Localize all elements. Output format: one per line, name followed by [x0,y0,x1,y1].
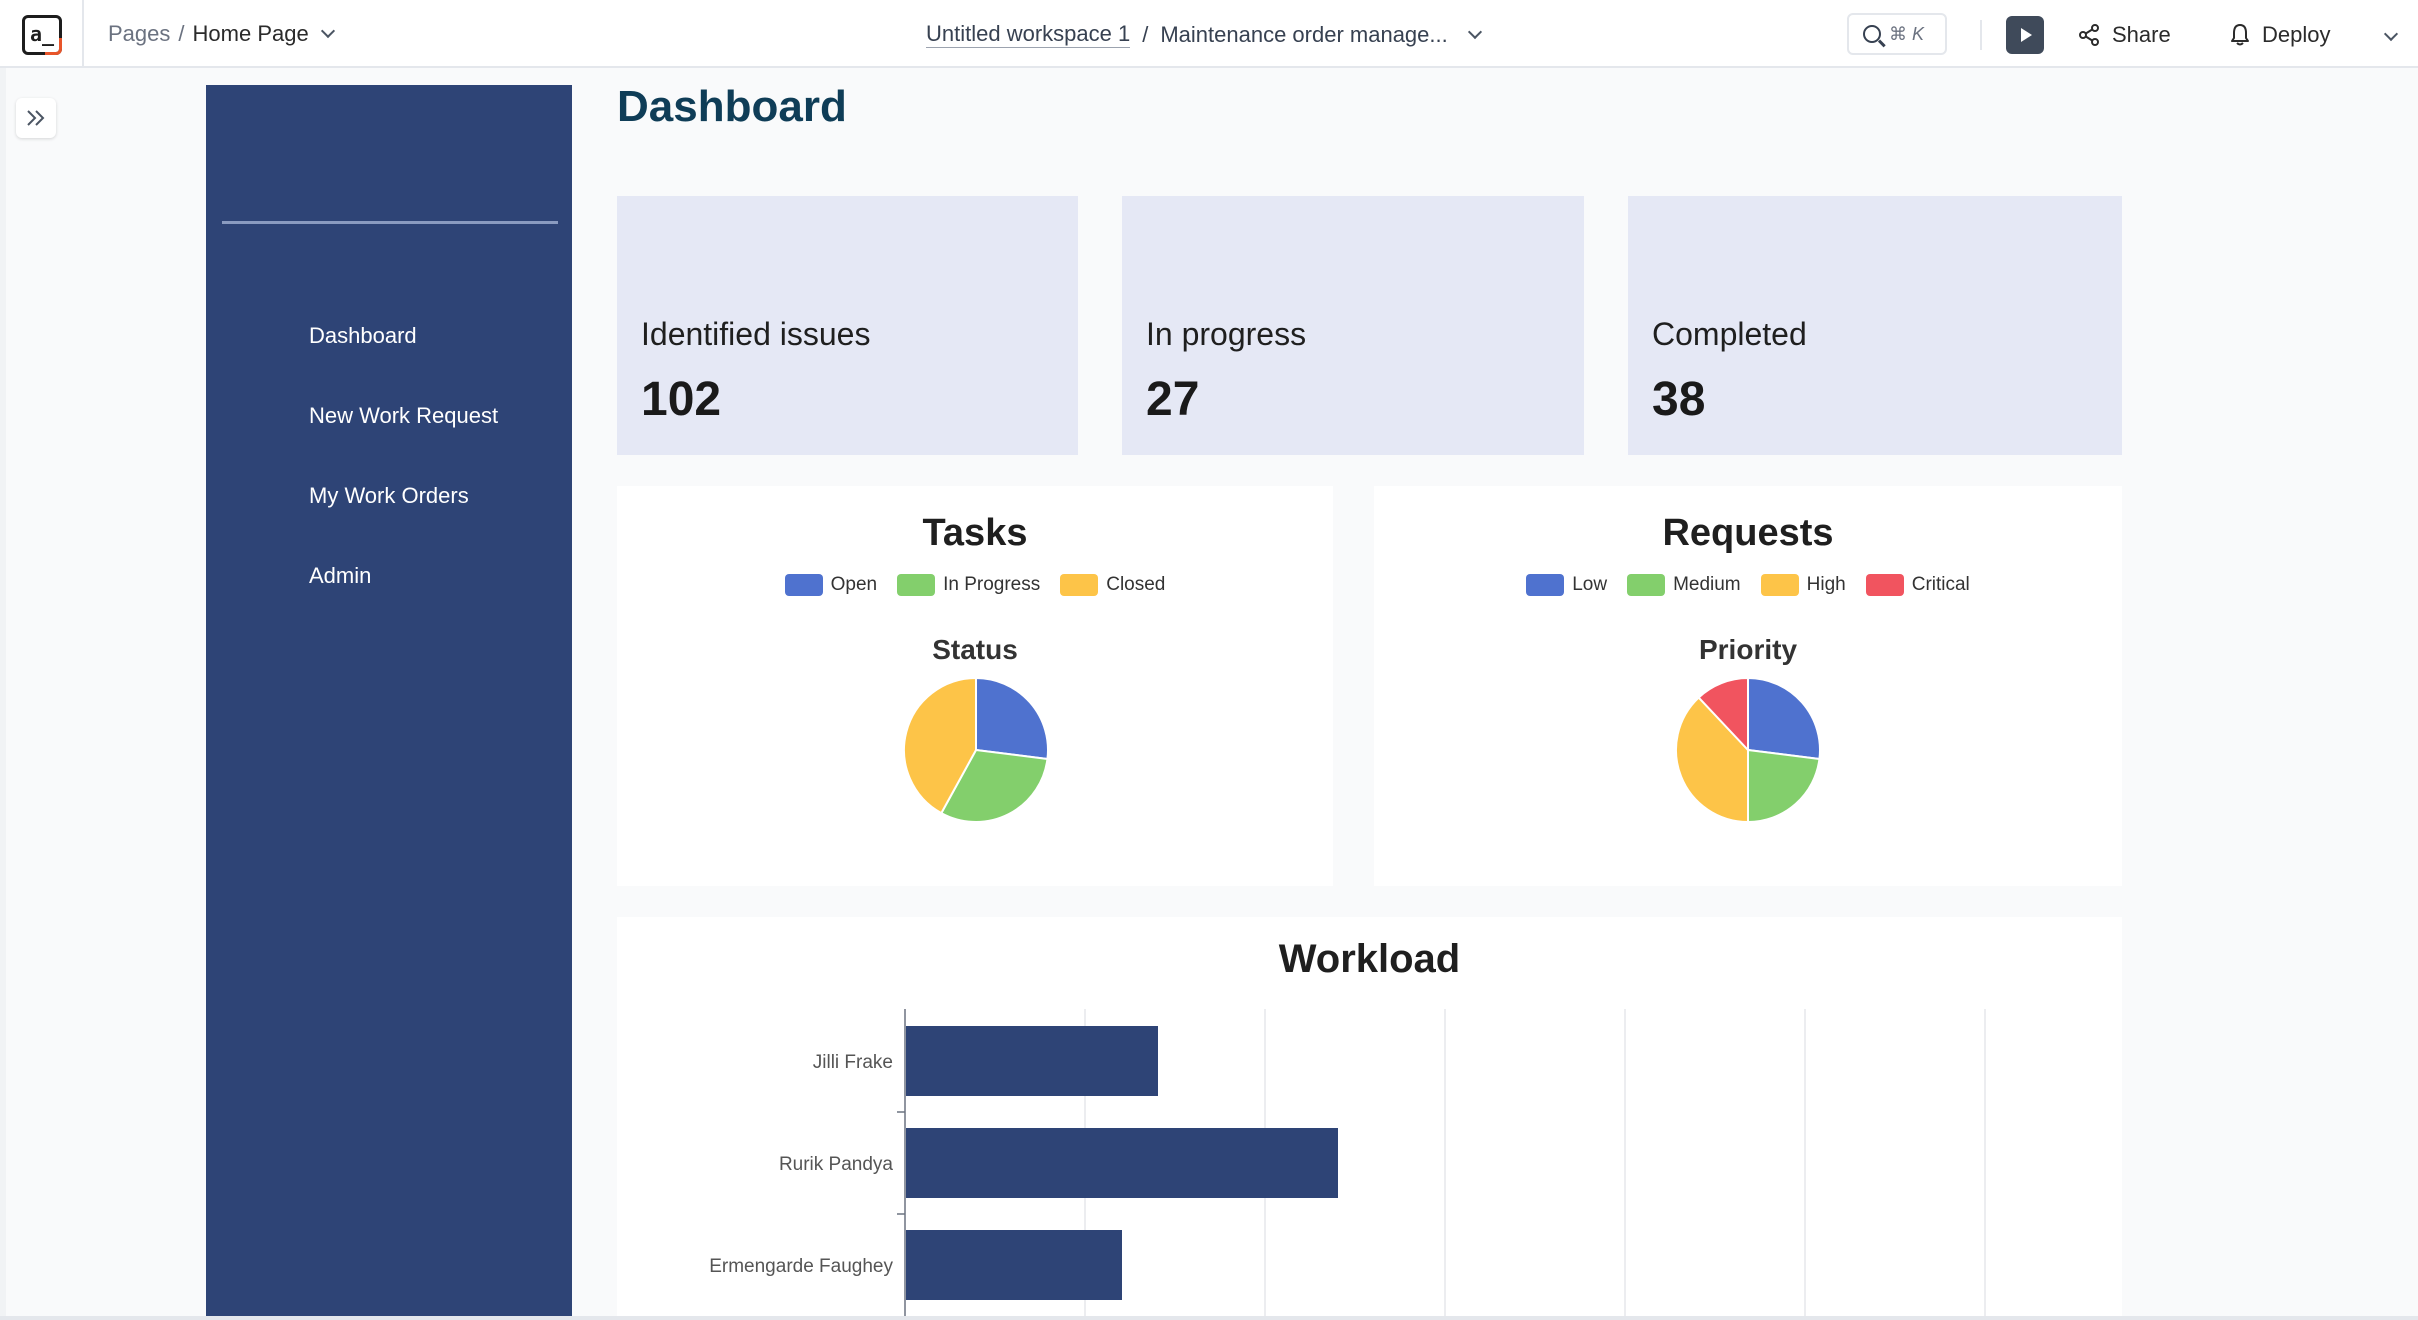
top-bar: a_ Pages / Home Page Untitled workspace … [0,0,2418,68]
app-name[interactable]: Maintenance order manage... [1160,21,1448,47]
path-separator: / [1142,21,1149,47]
preview-play-button[interactable] [2006,16,2044,54]
workspace-path: Untitled workspace 1 / Maintenance order… [926,21,1482,48]
breadcrumb-current-page[interactable]: Home Page [192,21,309,46]
legend-swatch [1526,574,1565,596]
workload-chart-panel: Workload Jilli Frake Rurik Pandya Ermengar… [617,917,2122,1320]
legend-item-low[interactable]: Low [1526,574,1607,596]
panel-title: Requests [1662,512,1834,554]
stat-card-in-progress: In progress 27 [1122,196,1584,455]
chevron-down-icon [2383,26,2399,42]
deploy-button[interactable]: Deploy [2230,18,2330,52]
chart-legend: Low Medium High Critical [1374,574,2122,596]
expand-sidebar-button[interactable] [16,98,56,138]
stat-value: 38 [1652,373,1706,426]
requests-chart-panel: Requests Low Medium High Critical Priori… [1374,486,2122,886]
pie-slice-closed[interactable] [903,676,977,815]
legend-label: Critical [1911,574,1970,595]
stat-card-identified-issues: Identified issues 102 [617,196,1078,455]
share-icon [2079,24,2099,46]
legend-item-medium[interactable]: Medium [1627,574,1741,596]
divider [82,0,84,68]
stat-label: Identified issues [641,316,871,352]
sidebar-item-new-work-request[interactable]: New Work Request [309,403,499,428]
sidebar-item-dashboard[interactable]: Dashboard [309,323,417,348]
y-tick-label: Rurik Pandya [779,1154,893,1175]
legend-label: In Progress [943,574,1041,595]
y-tick-label: Ermengarde Faughey [709,1256,893,1277]
legend-item-open[interactable]: Open [784,574,878,596]
sidebar: Dashboard New Work Request My Work Order… [206,85,572,1320]
legend-swatch [784,574,823,596]
window-bottom-edge [0,1316,2418,1320]
chart-legend: Open In Progress Closed [617,574,1333,596]
y-tick-label: Jilli Frake [813,1052,893,1073]
bar-ermengarde-faughey[interactable] [906,1230,1122,1300]
priority-pie-chart [1675,676,1821,824]
legend-item-closed[interactable]: Closed [1060,574,1165,596]
divider [1980,20,1982,50]
deploy-options-button[interactable] [2380,26,2399,44]
sidebar-item-admin[interactable]: Admin [309,563,372,588]
legend-swatch [1865,574,1904,596]
legend-item-in-progress[interactable]: In Progress [897,574,1040,596]
search-shortcut: ⌘ K [1889,23,1925,44]
chevron-down-icon[interactable] [1467,24,1482,39]
pie-title: Status [932,634,1018,665]
legend-label: Open [830,574,878,595]
app-logo[interactable]: a_ [22,15,62,55]
chart-title: Workload [1278,937,1461,981]
legend-swatch [1060,574,1099,596]
double-chevron-right-icon [27,110,45,126]
deploy-label: Deploy [2262,22,2331,47]
bar-rurik-pandya[interactable] [906,1128,1338,1198]
share-button[interactable]: Share [2078,18,2171,52]
pie-slice-open[interactable] [975,676,1049,761]
legend-swatch [1627,574,1666,596]
pie-slice-medium[interactable] [1747,748,1821,824]
legend-swatch [897,574,936,596]
pie-slice-in-progress[interactable] [939,748,1049,823]
legend-label: Low [1572,574,1608,595]
share-label: Share [2112,22,2171,47]
legend-item-critical[interactable]: Critical [1865,574,1970,596]
pie-slice-critical[interactable] [1697,676,1749,753]
search-button[interactable]: ⌘ K [1847,13,1947,55]
legend-item-high[interactable]: High [1760,574,1846,596]
left-rail [0,68,6,1320]
legend-label: Medium [1673,574,1741,595]
sidebar-divider [222,221,558,224]
stat-value: 102 [641,373,722,426]
panel-title: Tasks [922,512,1028,554]
bell-icon [2231,24,2249,46]
sidebar-item-my-work-orders[interactable]: My Work Orders [309,483,469,508]
workspace-link[interactable]: Untitled workspace 1 [926,21,1131,48]
tasks-chart-panel: Tasks Open In Progress Closed Status [617,486,1333,886]
page-title: Dashboard [617,82,847,131]
legend-swatch [1760,574,1799,596]
legend-label: High [1806,574,1846,595]
status-pie-chart [903,676,1049,823]
breadcrumb: Pages / Home Page [108,21,335,47]
breadcrumb-root[interactable]: Pages [108,21,171,46]
workload-bar-chart: Jilli Frake Rurik Pandya Ermengarde Faughe… [709,1009,1986,1320]
pie-slice-low[interactable] [1747,676,1821,761]
chevron-down-icon[interactable] [320,23,335,39]
legend-label: Closed [1106,574,1166,595]
search-icon [1863,25,1881,43]
pie-title: Priority [1698,634,1798,665]
stat-value: 27 [1146,373,1200,426]
stat-label: Completed [1652,316,1807,352]
bar-jilli-frake[interactable] [906,1026,1158,1096]
stat-label: In progress [1146,316,1307,352]
pie-slice-high[interactable] [1675,696,1749,824]
stat-card-completed: Completed 38 [1628,196,2122,455]
breadcrumb-separator: / [178,21,185,46]
